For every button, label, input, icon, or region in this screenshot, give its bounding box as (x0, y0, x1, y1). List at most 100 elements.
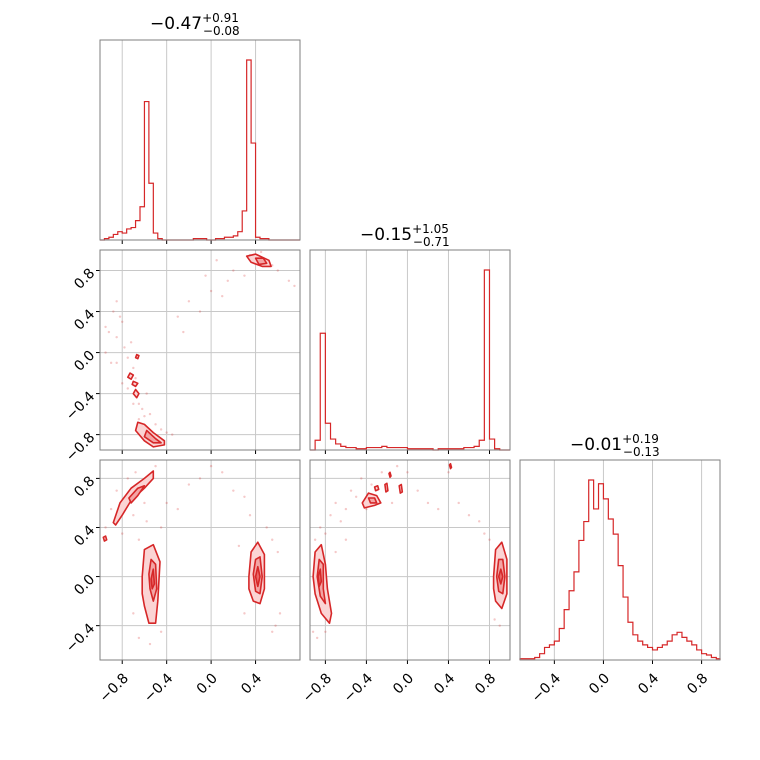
scatter-point (259, 250, 263, 254)
scatter-point (339, 520, 342, 523)
x-tick-label-p2: 0.4 (635, 670, 662, 697)
scatter-point (141, 407, 144, 411)
scatter-point (349, 489, 353, 492)
scatter-point (493, 618, 496, 621)
histogram-step-p1 (310, 269, 510, 451)
contour-outer (388, 471, 392, 479)
contour-outer (131, 380, 139, 388)
panel-frame (519, 459, 721, 661)
x-tick-label-p1: −0.4 (341, 670, 376, 705)
scatter-point (354, 495, 358, 499)
scatter-point (123, 346, 126, 349)
scatter-point (221, 471, 224, 474)
scatter-point (104, 351, 107, 354)
panel-frame (309, 459, 511, 661)
scatter-point (457, 501, 460, 505)
scatter-point (137, 418, 141, 421)
scatter-point (370, 483, 373, 486)
scatter-point (483, 532, 486, 535)
scatter-point (395, 464, 399, 468)
scatter-point (334, 501, 337, 505)
contour-outer (384, 482, 389, 493)
scatter-point (243, 612, 246, 615)
panel-frame (99, 39, 301, 241)
scatter-point (137, 636, 141, 640)
scatter-point (159, 526, 163, 529)
scatter-point (426, 501, 430, 505)
title-p1: −0.15+1.05 −0.71 (360, 222, 450, 249)
scatter-panel-p0-p2 (96, 459, 301, 664)
scatter-point (134, 471, 137, 474)
panel-frame (99, 459, 301, 661)
scatter-point (104, 325, 107, 329)
scatter-point (126, 387, 129, 390)
scatter-point (126, 477, 129, 480)
contour-outer (398, 483, 404, 494)
scatter-point (176, 315, 179, 318)
scatter-point (406, 471, 409, 474)
contour-core (254, 565, 261, 588)
scatter-point (329, 514, 332, 517)
contour-core (150, 568, 156, 590)
x-tick-label-p1: −0.8 (300, 670, 335, 705)
scatter-point (488, 538, 491, 541)
scatter-point (165, 501, 168, 505)
scatter-point (237, 544, 241, 548)
scatter-point (380, 471, 383, 474)
histogram-step-p0 (100, 59, 300, 241)
scatter-point (132, 402, 135, 406)
y-tick-label-p1: −0.4 (63, 389, 98, 424)
y-tick-label-p1: −0.8 (63, 430, 98, 465)
contour-core (317, 568, 323, 588)
scatter-point (145, 392, 148, 395)
scatter-point (278, 612, 282, 615)
scatter-panel-p0-p1 (96, 249, 301, 454)
x-tick-label-p2: 0.0 (586, 670, 613, 697)
scatter-point (187, 483, 191, 486)
scatter-point (334, 550, 337, 554)
scatter-point (390, 501, 394, 505)
x-tick-label-p2: 0.8 (684, 670, 711, 697)
scatter-point (129, 341, 133, 344)
scatter-point (132, 514, 135, 517)
scatter-point (137, 402, 141, 406)
scatter-point (243, 274, 246, 277)
contour-inner (367, 497, 378, 504)
contour-outer (134, 353, 140, 360)
contour-outer (127, 372, 135, 381)
title-p1-plus: +1.05 (412, 222, 449, 236)
scatter-point (198, 477, 202, 480)
contour-inner (128, 484, 146, 504)
scatter-point (232, 269, 235, 272)
scatter-point (215, 259, 218, 262)
y-tick-label-p1: 0.4 (71, 306, 98, 333)
scatter-point (134, 377, 137, 380)
scatter-point (143, 501, 146, 505)
panel-frame (309, 249, 511, 451)
scatter-point (344, 507, 348, 511)
contour-inner (143, 429, 162, 444)
scatter-point (121, 382, 124, 385)
x-tick-label-p1: 0.8 (472, 670, 499, 697)
contour-inner (254, 257, 268, 266)
title-p1-minus: −0.71 (413, 235, 450, 249)
scatter-point (121, 532, 124, 535)
scatter-point (248, 514, 252, 517)
title-p2: −0.01+0.19 −0.13 (570, 432, 660, 459)
scatter-point (271, 538, 274, 541)
y-tick-label-p2: 0.0 (71, 572, 98, 599)
hist-panel-p0 (99, 39, 301, 244)
scatter-point (154, 423, 157, 426)
scatter-point (287, 279, 291, 282)
scatter-point (478, 520, 481, 523)
scatter-point (324, 630, 327, 633)
scatter-point (243, 495, 246, 499)
scatter-point (126, 356, 129, 359)
x-tick-label-p0: −0.4 (141, 670, 176, 705)
scatter-point (176, 507, 179, 511)
scatter-point (276, 550, 279, 554)
title-p2-minus: −0.13 (623, 445, 660, 459)
scatter-point (165, 431, 168, 434)
scatter-point (109, 361, 113, 365)
